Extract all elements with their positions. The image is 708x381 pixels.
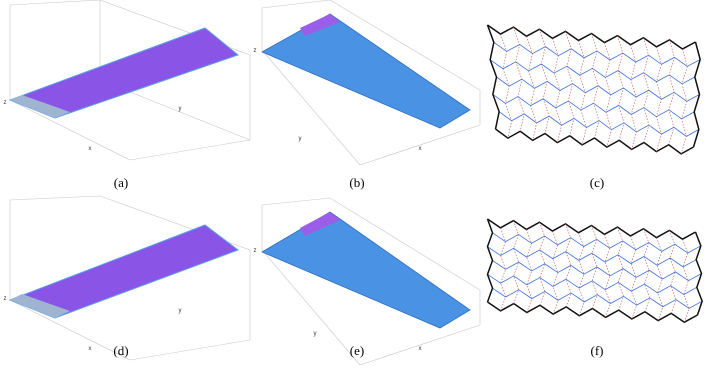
axis-label: z: [254, 48, 257, 54]
panel-caption: (d): [113, 343, 128, 358]
axis-label: x: [89, 346, 92, 352]
panel-b: x y z: [254, 0, 481, 166]
mesh-line: [492, 287, 703, 309]
axis-label: x: [89, 146, 92, 152]
panel-caption: (b): [349, 175, 364, 190]
mesh-line: [630, 44, 637, 150]
axis-label: y: [299, 136, 302, 142]
axis-label: z: [4, 296, 7, 302]
panel-caption: (a): [114, 175, 128, 190]
axis-label: x: [419, 346, 422, 352]
axes-box: [9, 195, 251, 361]
mesh-line: [498, 111, 700, 137]
mesh-line: [668, 39, 675, 145]
axes-box: [261, 197, 481, 366]
mesh-line: [656, 46, 662, 152]
mesh-line: [539, 29, 550, 134]
mesh-line: [617, 35, 625, 141]
mesh-line: [493, 42, 701, 67]
mesh-line: [492, 260, 702, 282]
axis-label: z: [254, 248, 257, 254]
surface: [261, 211, 471, 329]
mesh-line: [694, 231, 703, 316]
surface-edge: [10, 95, 70, 118]
mesh-line: [487, 274, 698, 295]
mesh-line: [486, 218, 494, 303]
surface: [261, 13, 471, 129]
mesh-line: [496, 76, 700, 102]
mesh-line: [643, 37, 650, 143]
axis-label: x: [419, 146, 422, 152]
mesh-line: [486, 24, 500, 130]
axis-label: y: [314, 331, 317, 337]
panel-d: x y z: [4, 195, 251, 361]
mesh-line: [500, 33, 512, 139]
mesh-line: [487, 218, 696, 241]
surface-edge: [10, 294, 70, 318]
surface-edge: [300, 212, 340, 236]
mesh-line: [552, 38, 562, 143]
mesh-line: [513, 27, 525, 132]
mesh-line: [591, 33, 600, 139]
panel-caption: (f): [591, 343, 604, 358]
axis-label: y: [179, 106, 182, 112]
panel-c: [486, 24, 701, 155]
axes-box: [261, 0, 481, 166]
panel-caption: (c): [590, 175, 604, 190]
axis-label: z: [4, 100, 7, 106]
mesh-line: [604, 42, 612, 148]
panel-f: [486, 218, 703, 324]
mesh-line: [692, 41, 701, 148]
panel-e: x y z: [254, 197, 481, 366]
mesh-line: [526, 36, 537, 141]
mesh-line: [680, 48, 688, 154]
mesh-line: [565, 31, 575, 136]
mesh-line: [487, 246, 697, 268]
mesh-line: [578, 40, 587, 145]
panel-a: x y z: [4, 0, 251, 161]
panel-caption: (e): [350, 343, 364, 358]
axis-label: y: [179, 308, 182, 314]
mesh-line: [492, 232, 702, 254]
surface-edge: [300, 14, 340, 36]
